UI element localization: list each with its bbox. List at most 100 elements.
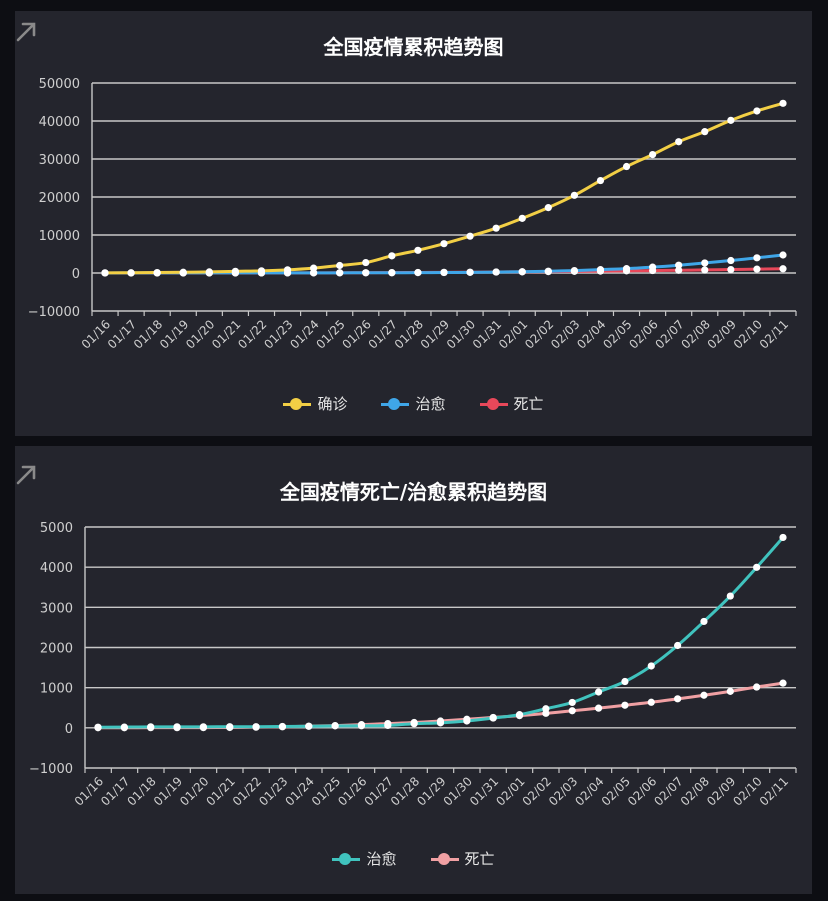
data-point[interactable] [727, 116, 735, 124]
data-point[interactable] [726, 592, 734, 600]
legend-item-1[interactable]: 治愈 [381, 393, 446, 414]
data-point[interactable] [357, 722, 366, 730]
data-point[interactable] [675, 138, 683, 146]
data-point[interactable] [675, 261, 683, 269]
data-point[interactable] [179, 268, 187, 276]
data-point[interactable] [305, 722, 313, 730]
y-tick-label: −1000 [29, 762, 73, 777]
data-point[interactable] [492, 268, 500, 276]
data-point[interactable] [199, 723, 207, 731]
data-point[interactable] [147, 723, 155, 731]
data-point[interactable] [779, 265, 787, 273]
data-point[interactable] [753, 265, 761, 273]
legend-item-0[interactable]: 治愈 [332, 848, 397, 869]
data-point[interactable] [753, 107, 761, 115]
data-point[interactable] [622, 265, 631, 273]
data-point[interactable] [727, 265, 735, 274]
data-point[interactable] [700, 691, 708, 699]
data-point[interactable] [568, 707, 576, 715]
data-point[interactable] [283, 266, 292, 274]
data-point[interactable] [674, 641, 682, 650]
data-point[interactable] [440, 268, 448, 277]
data-point[interactable] [544, 204, 552, 212]
data-point[interactable] [596, 176, 605, 185]
data-point[interactable] [463, 717, 471, 725]
data-point[interactable] [362, 269, 370, 277]
data-point[interactable] [647, 662, 655, 670]
data-point[interactable] [310, 264, 318, 272]
x-tick-label: 01/23 [256, 774, 290, 808]
data-point[interactable] [436, 719, 445, 727]
data-point[interactable] [466, 268, 474, 276]
data-point[interactable] [542, 705, 550, 713]
data-point[interactable] [622, 162, 631, 171]
data-point[interactable] [621, 701, 629, 709]
data-point[interactable] [544, 267, 552, 275]
x-tick-label: 02/09 [704, 774, 738, 808]
data-point[interactable] [701, 266, 709, 274]
data-point[interactable] [410, 720, 418, 728]
data-point[interactable] [120, 723, 128, 731]
data-point[interactable] [779, 99, 787, 107]
data-point[interactable] [675, 266, 683, 274]
data-point[interactable] [570, 266, 578, 275]
data-point[interactable] [205, 268, 213, 276]
data-point[interactable] [252, 723, 260, 731]
expand-icon[interactable] [15, 21, 37, 43]
data-point[interactable] [336, 269, 344, 277]
x-tick-label: 01/19 [157, 317, 191, 351]
legend-item-1[interactable]: 死亡 [430, 848, 495, 869]
data-point[interactable] [570, 191, 578, 199]
data-point[interactable] [515, 711, 524, 719]
data-point[interactable] [173, 723, 181, 731]
data-point[interactable] [127, 269, 135, 277]
x-tick-label: 01/19 [151, 774, 185, 808]
data-point[interactable] [257, 267, 266, 275]
data-point[interactable] [596, 266, 605, 274]
data-point[interactable] [621, 677, 629, 686]
data-point[interactable] [362, 258, 370, 267]
data-point[interactable] [101, 269, 109, 277]
data-point[interactable] [726, 687, 734, 695]
data-point[interactable] [779, 533, 787, 542]
data-point[interactable] [336, 261, 344, 270]
data-point[interactable] [568, 698, 576, 707]
data-point[interactable] [489, 714, 497, 722]
legend-item-0[interactable]: 确诊 [283, 393, 347, 414]
data-point[interactable] [649, 150, 657, 159]
data-point[interactable] [440, 240, 448, 248]
y-tick-label: 10000 [39, 229, 80, 244]
data-point[interactable] [674, 695, 682, 703]
data-point[interactable] [700, 617, 708, 626]
data-point[interactable] [384, 721, 392, 730]
data-point[interactable] [779, 679, 787, 687]
data-point[interactable] [414, 246, 422, 254]
data-point[interactable] [331, 722, 339, 730]
data-point[interactable] [701, 259, 709, 267]
data-point[interactable] [466, 232, 474, 240]
data-point[interactable] [414, 269, 422, 277]
data-point[interactable] [153, 268, 161, 277]
expand-icon[interactable] [15, 464, 37, 486]
data-point[interactable] [518, 268, 526, 276]
data-point[interactable] [594, 704, 603, 712]
data-point[interactable] [753, 683, 761, 691]
data-point[interactable] [388, 252, 396, 260]
data-point[interactable] [727, 256, 735, 265]
data-point[interactable] [649, 263, 657, 271]
data-point[interactable] [779, 251, 787, 259]
data-point[interactable] [492, 224, 500, 232]
data-point[interactable] [701, 128, 709, 136]
data-point[interactable] [226, 723, 234, 731]
data-point[interactable] [518, 214, 526, 222]
x-tick-label: 01/27 [362, 774, 396, 808]
legend-item-2[interactable]: 死亡 [479, 393, 544, 414]
data-point[interactable] [753, 563, 761, 571]
data-point[interactable] [594, 688, 603, 696]
data-point[interactable] [94, 723, 102, 731]
data-point[interactable] [388, 269, 396, 277]
data-point[interactable] [647, 698, 655, 706]
data-point[interactable] [753, 254, 761, 262]
data-point[interactable] [231, 267, 239, 275]
data-point[interactable] [278, 722, 287, 731]
